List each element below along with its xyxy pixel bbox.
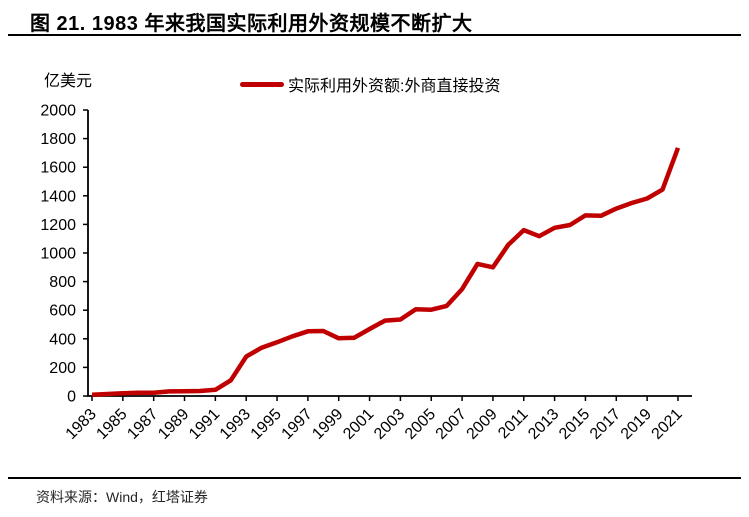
y-axis-tick-label: 1400: [40, 188, 76, 205]
x-axis-tick-label: 1991: [186, 406, 223, 443]
title-divider: [8, 34, 741, 36]
y-axis-tick-label: 1200: [40, 217, 76, 234]
y-axis-unit-label: 亿美元: [44, 73, 93, 90]
x-axis-tick-label: 2007: [433, 406, 470, 443]
legend-series-label: 实际利用外资额:外商直接投资: [288, 78, 501, 95]
footer-divider: [8, 477, 741, 479]
x-axis-tick-label: 2009: [464, 406, 501, 443]
fdi-line-chart: 0 200 400 600 800 1000 1200 1400 1600 1800 2000 198…: [40, 103, 692, 443]
x-axis-tick-label: 1993: [217, 406, 254, 443]
y-axis-tick-label: 400: [49, 331, 76, 348]
x-axis-tick-label: 2003: [371, 406, 408, 443]
x-axis-tick-label: 1987: [124, 406, 161, 443]
y-axis-tick-label: 800: [49, 274, 76, 291]
x-axis-tick-label: 1999: [309, 406, 346, 443]
y-axis-tick-label: 600: [49, 303, 76, 320]
chart-legend: 实际利用外资额:外商直接投资: [240, 72, 500, 96]
x-axis-tick-label: 2019: [618, 406, 655, 443]
x-axis-tick-label: 2015: [556, 406, 593, 443]
figure-title: 图 21. 1983 年来我国实际利用外资规模不断扩大: [30, 13, 473, 35]
x-axis-tick-label: 2017: [587, 406, 624, 443]
y-axis-tick-label: 2000: [40, 103, 76, 120]
x-axis-tick-label: 1985: [93, 406, 130, 443]
chart-axes: [87, 110, 692, 397]
x-axis-tick-label: 2021: [649, 406, 686, 443]
y-axis-tick-label: 1800: [40, 131, 76, 148]
y-axis-tick-label: 1000: [40, 246, 76, 263]
fdi-series-line: [91, 147, 681, 397]
x-axis-tick-label: 1989: [155, 406, 192, 443]
x-axis-tick-label: 2005: [402, 406, 439, 443]
legend-line-icon: [240, 81, 284, 87]
x-axis-tick-label: 2011: [495, 406, 531, 442]
x-axis-tick-label: 1997: [279, 406, 316, 443]
x-axis-tick-label: 1983: [63, 406, 100, 443]
y-axis-tick-label: 1600: [40, 160, 76, 177]
x-axis-tick-label: 1995: [248, 406, 285, 443]
y-axis-tick-label: 0: [67, 389, 76, 406]
x-axis-tick-label: 2001: [340, 406, 377, 443]
data-source-text: 资料来源：Wind，红塔证券: [36, 489, 208, 505]
y-axis-tick-label: 200: [49, 360, 76, 377]
x-axis-tick-label: 2013: [525, 406, 562, 443]
